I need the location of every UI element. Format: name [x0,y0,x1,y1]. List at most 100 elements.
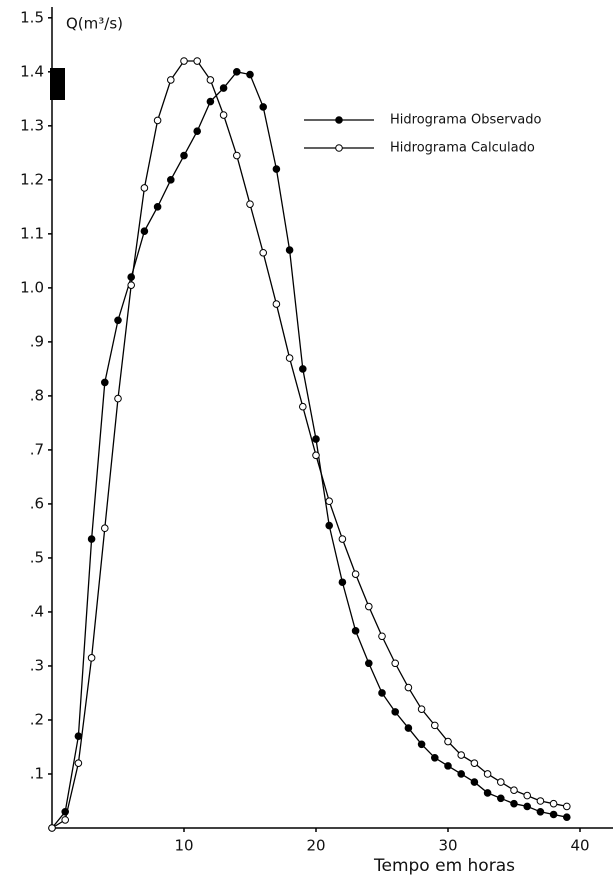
y-tick-label: .2 [30,710,44,728]
data-point [325,521,334,530]
y-tick-label: .1 [30,764,44,782]
legend-label: Hidrograma Calculado [390,141,535,156]
x-tick-label: 10 [174,837,193,855]
data-point [140,227,149,235]
y-tick-label: 1.2 [20,170,44,188]
data-point [167,76,175,84]
series-line [51,60,567,829]
data-point [167,176,175,184]
data-point [391,659,400,668]
data-point [497,778,505,786]
y-tick-label: .9 [30,332,44,350]
data-point [338,535,347,543]
data-point [510,799,518,808]
data-point [444,762,452,770]
data-point [457,751,466,759]
data-point [444,737,452,746]
data-point [61,816,69,824]
data-point [523,802,532,811]
data-point [219,84,228,92]
data-point [549,810,558,819]
data-point [246,200,254,208]
data-point [127,281,135,289]
data-point [87,535,96,543]
data-point [272,165,281,173]
data-point [140,184,149,192]
data-point [114,394,122,403]
data-point [391,708,400,716]
data-point [404,724,413,732]
data-point [246,70,254,79]
data-point [365,602,373,611]
y-tick-label: .5 [30,548,44,566]
data-point [193,127,201,136]
y-tick-label: .3 [30,656,44,674]
data-point [101,378,109,387]
y-tick-label: 1.5 [20,8,44,26]
legend-marker [335,144,343,152]
data-point [48,824,56,832]
data-point [193,57,201,65]
data-point [206,97,215,106]
data-point [259,103,268,111]
data-point [536,797,545,805]
data-point [233,151,241,160]
data-point [457,770,466,778]
x-tick-label: 40 [570,837,589,855]
data-point [153,116,162,125]
data-point [351,627,360,635]
y-tick-label: .8 [30,386,44,404]
x-axis-label: Tempo em horas [373,856,515,876]
data-point [563,813,571,821]
data-point [417,740,426,749]
data-point [114,316,122,325]
data-point [417,705,426,713]
y-tick-label: .6 [30,494,44,512]
data-point [299,365,307,373]
y-tick-label: .7 [30,440,44,458]
data-point [563,802,571,811]
data-point [351,570,360,578]
legend-marker [335,116,343,124]
series-line [51,71,567,829]
data-point [338,578,347,587]
data-point [431,721,439,730]
data-point [510,786,518,794]
data-point [101,524,109,533]
data-point [153,203,162,211]
data-point [365,659,373,668]
data-point [219,111,228,119]
data-point [470,759,479,767]
data-point [312,435,320,443]
data-point [536,807,545,816]
legend-label: Hidrograma Observado [390,113,541,128]
data-point [74,759,83,767]
data-point [378,689,386,697]
data-point [272,300,281,308]
data-point [127,273,135,281]
data-point [259,248,268,257]
data-point [74,732,83,740]
data-point [312,451,320,460]
data-point [233,68,241,76]
data-point [180,151,188,160]
y-axis-label: Q(m³/s) [66,15,123,33]
data-point [523,791,532,800]
data-point [299,402,307,411]
y-tick-label: 1.0 [20,278,44,296]
data-point [483,770,492,778]
axis-blot [50,68,65,100]
data-point [87,654,96,662]
data-point [483,789,492,797]
x-tick-label: 20 [306,837,325,855]
data-point [404,683,413,692]
x-tick-label: 30 [438,837,457,855]
data-point [180,57,188,65]
data-point [378,632,386,641]
y-tick-label: 1.3 [20,116,44,134]
data-point [285,246,294,254]
y-tick-label: 1.1 [20,224,44,242]
data-point [325,497,334,506]
data-point [431,753,439,762]
